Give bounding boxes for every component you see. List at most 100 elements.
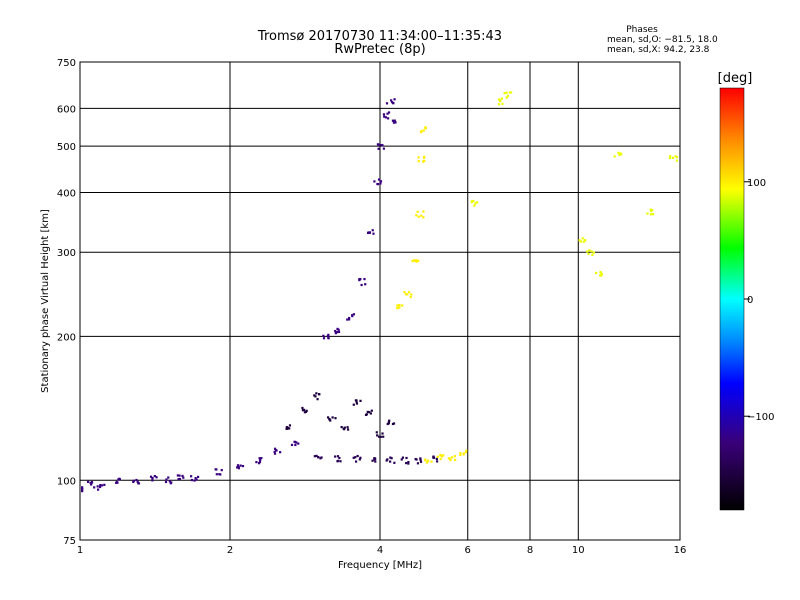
echo-point (474, 202, 477, 205)
echo-point (619, 153, 622, 156)
echo-point (415, 260, 418, 263)
echo-point (343, 428, 346, 431)
echo-point (498, 99, 502, 103)
echo-point (336, 455, 340, 458)
echo-point (387, 422, 390, 425)
echo-point (587, 252, 590, 255)
echo-point (182, 476, 185, 479)
y-axis-label: Stationary phase Virtual Height [km] (40, 209, 51, 393)
echo-point (586, 250, 589, 253)
echo-point (411, 259, 414, 263)
echo-point (422, 129, 425, 132)
echo-point (449, 458, 452, 462)
echo-point (435, 457, 438, 461)
echo-point (379, 182, 382, 185)
echo-point (497, 103, 501, 106)
echo-point (386, 112, 389, 115)
echo-point (297, 442, 300, 445)
echo-point (364, 283, 367, 286)
echo-point (503, 92, 506, 95)
echo-point (352, 456, 355, 459)
echo-point (336, 459, 340, 462)
echo-point (348, 318, 351, 321)
echo-point (355, 400, 358, 403)
echo-point (417, 215, 420, 218)
echo-point (382, 113, 386, 116)
echo-point (501, 102, 504, 105)
echo-point (132, 480, 135, 484)
echo-point (214, 468, 217, 471)
echo-point (322, 334, 325, 337)
echo-point (398, 304, 401, 307)
echo-point (375, 431, 378, 434)
echo-point (582, 240, 585, 243)
echo-point (255, 461, 258, 464)
echo-point (258, 460, 262, 464)
echo-point (388, 419, 391, 422)
echo-point (177, 478, 180, 481)
echo-point (96, 488, 100, 491)
echo-point (424, 458, 427, 462)
echo-point (294, 443, 297, 447)
echo-point (391, 119, 395, 122)
echo-point (651, 213, 655, 216)
echo-point (288, 427, 291, 430)
echo-point (99, 483, 102, 487)
echo-point (153, 475, 156, 478)
echo-point (381, 432, 384, 435)
echo-point (442, 454, 445, 457)
y-tick-label: 75 (63, 536, 76, 547)
echo-point (378, 143, 381, 146)
echo-point (440, 455, 444, 458)
echo-point (385, 102, 389, 105)
echo-point (215, 473, 218, 476)
echo-point (432, 456, 436, 459)
echo-point (137, 482, 140, 485)
x-axis-label: Frequency [MHz] (338, 560, 422, 571)
echo-point (103, 483, 106, 486)
echo-point (376, 143, 380, 146)
echo-point (374, 460, 377, 463)
echo-point (239, 464, 242, 467)
echo-point (382, 435, 385, 438)
x-tick-label: 2 (227, 545, 233, 556)
echo-point (303, 408, 306, 411)
echo-point (419, 460, 423, 463)
echo-point (220, 469, 223, 472)
chart-subtitle: RwPretec (8p) (334, 42, 425, 57)
echo-point (340, 426, 343, 429)
echo-point (155, 476, 158, 479)
echo-point (599, 270, 602, 274)
echo-point (358, 278, 361, 281)
y-tick-label: 500 (57, 142, 76, 153)
echo-point (464, 450, 468, 454)
echo-point (387, 111, 391, 114)
echo-point (373, 180, 376, 183)
echo-point (346, 318, 349, 321)
echo-point (376, 182, 380, 186)
echo-point (581, 237, 584, 240)
echo-point (426, 460, 429, 464)
echo-point (414, 259, 417, 262)
echo-point (90, 483, 93, 486)
chart-title: Tromsø 20170730 11:34:00–11:35:43 (257, 29, 502, 44)
echo-point (436, 460, 439, 463)
echo-point (406, 293, 409, 296)
y-tick-label: 750 (57, 58, 76, 69)
echo-point (432, 455, 435, 458)
echo-point (336, 327, 339, 331)
echo-point (369, 412, 372, 415)
colorbar-label: [deg] (718, 71, 753, 86)
echo-point (168, 480, 171, 483)
echo-point (392, 101, 395, 105)
echo-point (470, 200, 473, 203)
colorbar-tick-label: −100 (747, 412, 774, 423)
echo-point (473, 204, 476, 207)
echo-point (424, 126, 427, 129)
echo-point (359, 399, 362, 402)
echo-point (389, 460, 392, 463)
echo-point (279, 451, 282, 454)
echo-point (459, 453, 462, 456)
echo-point (384, 116, 388, 119)
echo-point (379, 435, 382, 438)
